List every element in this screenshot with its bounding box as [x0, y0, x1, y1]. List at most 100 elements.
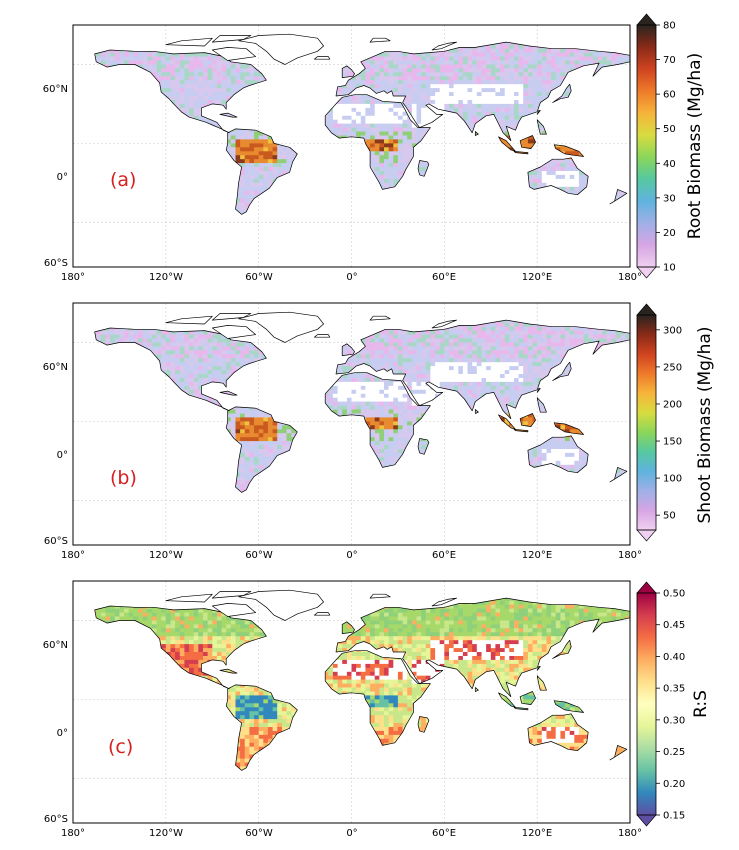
- raster-cell: [606, 64, 612, 69]
- raster-cell: [416, 163, 422, 168]
- raster-cell: [439, 96, 445, 101]
- raster-cell: [82, 57, 87, 61]
- raster-cell: [87, 76, 92, 80]
- raster-cell: [546, 84, 552, 89]
- raster-cell: [397, 115, 403, 121]
- raster-cell: [560, 56, 566, 61]
- raster-cell: [444, 186, 450, 192]
- raster-cell: [314, 33, 319, 37]
- raster-cell: [481, 103, 487, 109]
- raster-cell: [458, 167, 464, 172]
- raster-cell: [481, 171, 487, 176]
- raster-cell: [439, 186, 445, 192]
- raster-cell: [560, 135, 566, 140]
- raster-cell: [611, 115, 617, 121]
- raster-cell: [388, 84, 394, 89]
- raster-cell: [189, 119, 195, 125]
- raster-cell: [416, 64, 422, 69]
- raster-cell: [226, 182, 232, 188]
- raster-cell: [416, 44, 422, 50]
- raster-cell: [388, 68, 394, 73]
- raster-cell: [597, 171, 603, 176]
- raster-cell: [226, 84, 232, 89]
- raster-cell: [518, 103, 524, 109]
- raster-cell: [462, 103, 468, 109]
- raster-cell: [87, 179, 92, 183]
- raster-cell: [374, 76, 380, 81]
- raster-cell: [476, 52, 482, 57]
- raster-cell: [216, 88, 222, 93]
- raster-cell: [342, 159, 348, 164]
- raster-cell: [133, 151, 139, 156]
- raster-cell: [165, 159, 171, 164]
- raster-cell: [453, 103, 459, 109]
- raster-cell: [94, 178, 97, 184]
- raster-cell: [588, 151, 594, 156]
- raster-cell: [291, 107, 297, 113]
- raster-cell: [216, 100, 222, 105]
- raster-cell: [175, 186, 181, 192]
- raster-cell: [147, 107, 153, 113]
- raster-cell: [620, 100, 626, 105]
- raster-cell: [119, 123, 125, 128]
- raster-cell: [244, 119, 250, 125]
- raster-cell: [346, 84, 352, 89]
- raster-cell: [504, 64, 510, 69]
- raster-cell: [421, 76, 427, 81]
- raster-cell: [110, 92, 116, 97]
- raster-cell: [527, 163, 533, 168]
- raster-cell: [207, 107, 213, 113]
- raster-cell: [309, 88, 315, 93]
- raster-cell: [352, 37, 357, 41]
- raster-cell: [82, 76, 87, 80]
- raster-cell: [397, 107, 403, 113]
- raster-cell: [592, 143, 598, 148]
- raster-cell: [397, 103, 403, 109]
- raster-cell: [291, 123, 297, 128]
- raster-cell: [314, 186, 320, 192]
- raster-cell: [592, 60, 598, 65]
- raster-cell: [523, 127, 529, 132]
- raster-cell: [620, 135, 626, 140]
- raster-cell: [388, 115, 394, 121]
- raster-cell: [439, 52, 445, 57]
- raster-cell: [597, 182, 603, 188]
- raster-cell: [110, 56, 116, 61]
- raster-cell: [490, 159, 496, 164]
- raster-cell: [444, 151, 450, 156]
- raster-cell: [620, 178, 626, 184]
- raster-cell: [230, 178, 236, 184]
- raster-cell: [96, 37, 101, 41]
- raster-cell: [263, 171, 269, 176]
- raster-cell: [286, 127, 292, 132]
- raster-cell: [365, 100, 371, 105]
- raster-cell: [504, 60, 510, 65]
- raster-cell: [128, 88, 134, 93]
- raster-cell: [495, 174, 501, 180]
- raster-cell: [602, 174, 608, 180]
- raster-cell: [342, 167, 348, 172]
- raster-cell: [523, 37, 528, 41]
- raster-cell: [616, 111, 622, 117]
- raster-cell: [518, 52, 524, 57]
- raster-cell: [82, 116, 87, 120]
- raster-cell: [87, 45, 92, 49]
- raster-cell: [281, 72, 287, 77]
- raster-cell: [411, 151, 417, 156]
- raster-cell: [611, 96, 617, 101]
- raster-cell: [583, 167, 589, 172]
- raster-cell: [472, 186, 478, 192]
- raster-cell: [87, 124, 92, 128]
- raster-cell: [518, 139, 524, 144]
- raster-cell: [500, 76, 506, 81]
- raster-cell: [393, 42, 399, 46]
- raster-cell: [82, 108, 87, 112]
- raster-cell: [189, 52, 195, 57]
- raster-cell: [541, 68, 547, 73]
- raster-cell: [546, 155, 552, 160]
- raster-cell: [133, 143, 139, 148]
- raster-cell: [555, 56, 561, 61]
- raster-cell: [435, 37, 440, 41]
- raster-cell: [384, 56, 390, 61]
- raster-cell: [161, 151, 167, 156]
